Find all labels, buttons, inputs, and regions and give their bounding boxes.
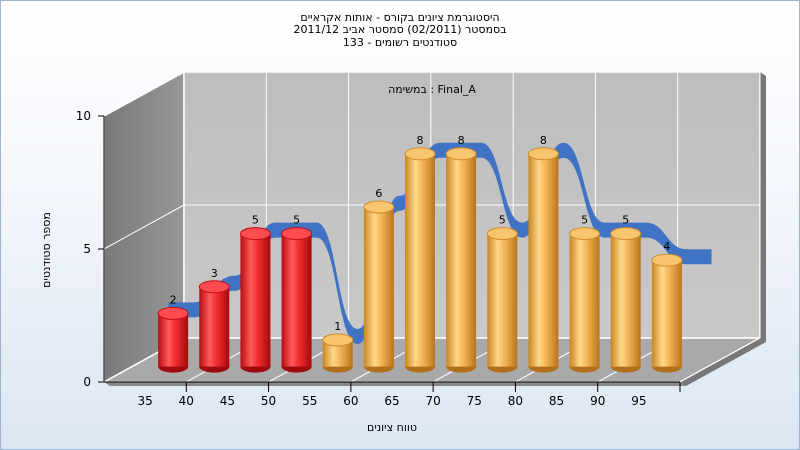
bar-65 xyxy=(404,147,436,373)
bar-body xyxy=(446,153,477,367)
bar-body xyxy=(240,233,271,367)
bar-value-label: 1 xyxy=(334,320,341,333)
x-tick-label: 60 xyxy=(343,394,358,408)
bar-60 xyxy=(363,200,395,373)
bar-top xyxy=(610,227,642,241)
bar-body xyxy=(528,153,559,367)
bar-body xyxy=(405,153,435,367)
bar-95 xyxy=(651,253,683,373)
back-wall-edge xyxy=(760,72,766,342)
floor-edge xyxy=(680,338,766,386)
x-tick-label: 45 xyxy=(220,394,235,408)
bar-top xyxy=(239,227,271,241)
bar-75 xyxy=(486,227,518,373)
gridline-floor xyxy=(679,337,761,383)
bar-top xyxy=(569,227,601,241)
bar-top xyxy=(322,333,354,347)
x-axis-label: טווח ציונים xyxy=(367,421,417,434)
bar-55 xyxy=(322,333,354,373)
bar-value-label: 5 xyxy=(252,214,259,227)
bar-value-label: 5 xyxy=(581,214,588,227)
bar-top xyxy=(281,227,313,241)
chart-title-line-2: בסמסטר (02/2011) סמסטר אביב 2011/12 xyxy=(293,23,507,36)
chart-annotation: במשימה : Final_A xyxy=(388,83,476,96)
bar-80 xyxy=(527,147,559,373)
bar-40 xyxy=(198,280,230,373)
bar-value-label: 4 xyxy=(663,240,670,253)
bar-value-label: 3 xyxy=(211,267,218,280)
bar-70 xyxy=(445,147,477,373)
bar-body xyxy=(281,233,312,367)
bar-value-label: 2 xyxy=(170,293,177,306)
bar-value-label: 8 xyxy=(540,134,547,147)
bar-85 xyxy=(569,227,601,373)
y-axis-label: מספר סטודנטים xyxy=(40,212,53,288)
chart-title-line-3: סטודנטים רשומים - 133 xyxy=(342,36,458,49)
bar-value-label: 8 xyxy=(458,134,465,147)
x-tick-label: 50 xyxy=(261,394,276,408)
bar-body xyxy=(363,207,394,367)
gridline-side xyxy=(103,204,185,250)
chart-title-line-1: היסטוגרמת ציונים בקורס - אותות אקראיים xyxy=(300,11,500,24)
bar-45 xyxy=(239,227,271,373)
x-tick-label: 70 xyxy=(426,394,441,408)
bar-35 xyxy=(157,306,189,373)
bar-body xyxy=(487,233,518,367)
bar-top xyxy=(486,227,518,241)
bar-body xyxy=(651,260,682,367)
x-tick-label: 90 xyxy=(590,394,605,408)
bar-top xyxy=(198,280,230,294)
bar-top xyxy=(157,306,189,320)
bar-body xyxy=(610,233,641,367)
x-tick-label: 35 xyxy=(138,394,153,408)
gridline-side xyxy=(103,71,185,117)
x-tick-label: 75 xyxy=(467,394,482,408)
x-tick-label: 85 xyxy=(549,394,564,408)
x-tick-label: 80 xyxy=(508,394,523,408)
bar-top xyxy=(445,147,477,161)
y-tick-label: 0 xyxy=(83,375,91,389)
bars: 2 3 5 5 1 6 8 8 5 8 5 5 4 xyxy=(157,134,683,373)
bar-top xyxy=(527,147,559,161)
bar-value-label: 5 xyxy=(622,214,629,227)
bar-body xyxy=(158,313,189,367)
bar-top xyxy=(651,253,683,267)
x-tick-label: 55 xyxy=(302,394,317,408)
bar-value-label: 8 xyxy=(417,134,424,147)
bar-90 xyxy=(610,227,642,373)
bar-body xyxy=(199,286,230,367)
floor-front-edge xyxy=(104,382,686,386)
x-tick-label: 40 xyxy=(179,394,194,408)
bar-value-label: 5 xyxy=(499,214,506,227)
y-tick-label: 5 xyxy=(83,242,91,256)
bar-value-label: 6 xyxy=(375,187,382,200)
x-tick-label: 95 xyxy=(631,394,646,408)
bar-50 xyxy=(281,227,313,373)
x-tick-label: 65 xyxy=(384,394,399,408)
bar-top xyxy=(363,200,395,214)
y-tick-label: 10 xyxy=(76,109,91,123)
bar-body xyxy=(569,233,600,367)
bar-value-label: 5 xyxy=(293,214,300,227)
bar-top xyxy=(404,147,436,161)
